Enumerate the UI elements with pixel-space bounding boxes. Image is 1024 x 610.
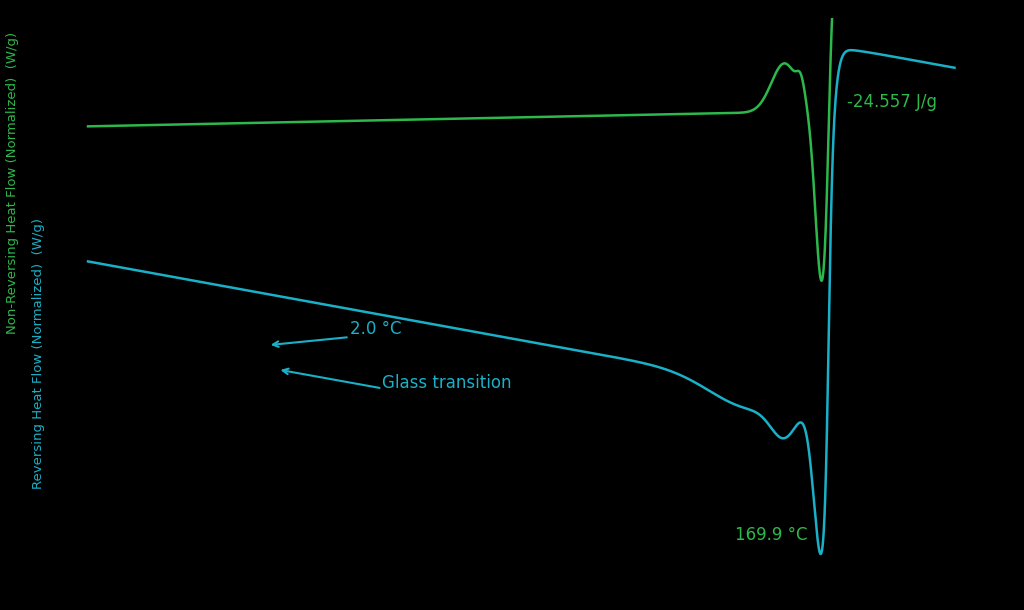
Text: Glass transition: Glass transition bbox=[382, 375, 512, 392]
Text: 169.9 °C: 169.9 °C bbox=[735, 526, 808, 544]
Text: -24.557 J/g: -24.557 J/g bbox=[847, 93, 937, 112]
Text: Reversing Heat Flow (Normalized)  (W/g): Reversing Heat Flow (Normalized) (W/g) bbox=[33, 218, 45, 489]
Text: Non-Reversing Heat Flow (Normalized)  (W/g): Non-Reversing Heat Flow (Normalized) (W/… bbox=[6, 32, 18, 334]
Text: 2.0 °C: 2.0 °C bbox=[349, 320, 401, 339]
